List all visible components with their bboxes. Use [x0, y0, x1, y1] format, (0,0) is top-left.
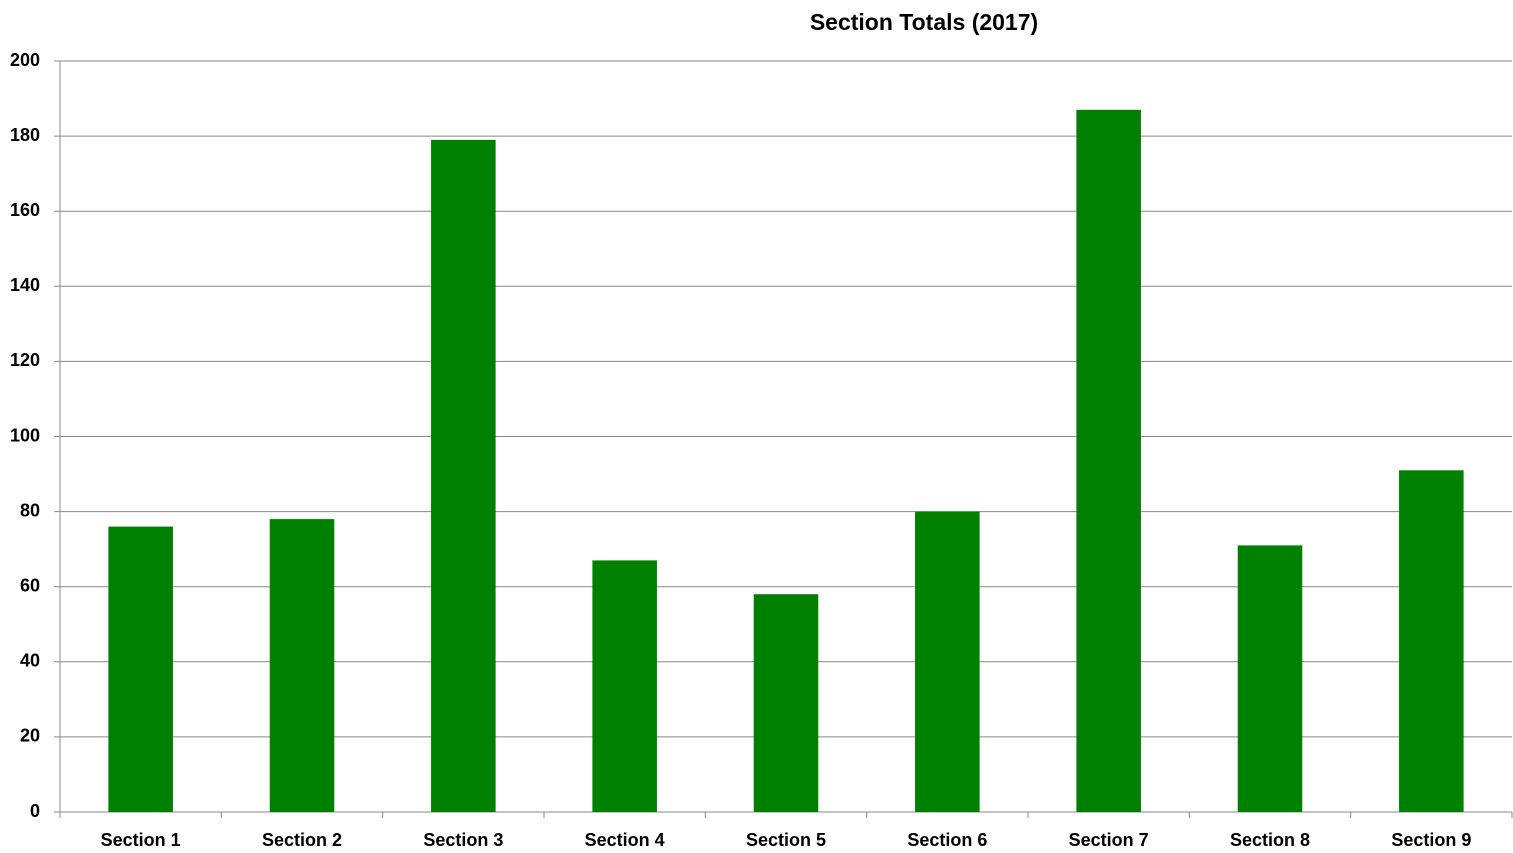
x-tick-label: Section 7: [1069, 830, 1149, 850]
x-tick-label: Section 9: [1391, 830, 1471, 850]
bar: [753, 594, 819, 812]
x-tick-label: Section 6: [907, 830, 987, 850]
y-tick-label: 140: [10, 275, 40, 295]
x-tick-label: Section 2: [262, 830, 342, 850]
y-tick-label: 60: [20, 575, 40, 595]
bar: [592, 560, 657, 812]
x-tick-label: Section 3: [423, 830, 503, 850]
y-tick-label: 0: [30, 801, 40, 821]
bar: [269, 519, 335, 812]
bar: [1076, 109, 1141, 812]
x-tick-label: Section 5: [746, 830, 826, 850]
x-tick-label: Section 8: [1230, 830, 1310, 850]
x-tick-label: Section 4: [585, 830, 665, 850]
bar: [915, 511, 980, 812]
bar: [431, 139, 496, 813]
x-tick-label: Section 1: [101, 830, 181, 850]
y-tick-label: 120: [10, 350, 40, 370]
y-tick-label: 20: [20, 726, 40, 746]
chart-title: Section Totals (2017): [810, 9, 1038, 35]
bar: [1399, 470, 1464, 812]
y-tick-label: 180: [10, 125, 40, 145]
y-tick-label: 200: [10, 50, 40, 70]
bar: [1237, 545, 1303, 812]
y-tick-label: 80: [20, 500, 40, 520]
bar: [108, 526, 173, 812]
y-tick-label: 100: [10, 425, 40, 445]
y-tick-label: 40: [20, 651, 40, 671]
y-tick-label: 160: [10, 200, 40, 220]
